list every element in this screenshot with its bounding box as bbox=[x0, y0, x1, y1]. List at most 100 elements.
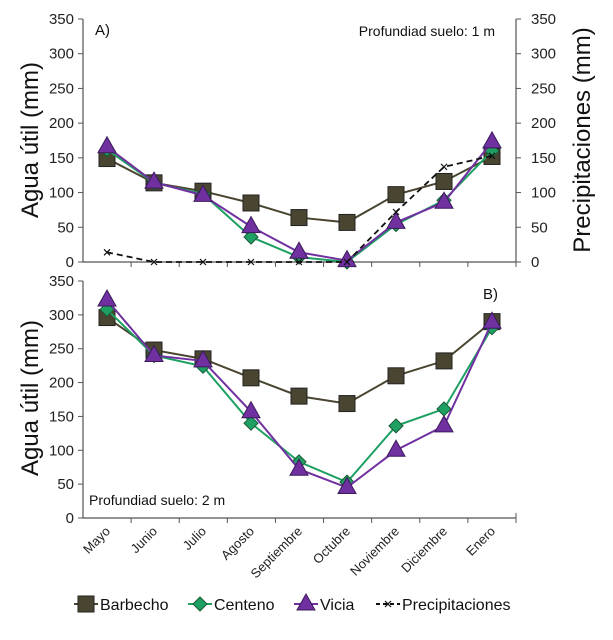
legend-label: Centeno bbox=[214, 597, 275, 614]
panel-b-label: B) bbox=[483, 286, 498, 303]
y2-tick-label: 350 bbox=[531, 11, 556, 28]
data-point bbox=[97, 135, 117, 154]
series-vicia bbox=[97, 130, 502, 268]
legend: Barbecho Centeno Vicia Precipitaciones bbox=[74, 592, 511, 614]
legend-label: Vicia bbox=[320, 597, 354, 614]
data-point bbox=[243, 415, 259, 431]
y-tick-label: 100 bbox=[49, 442, 74, 459]
x-tick-label: Mayo bbox=[80, 524, 113, 557]
y-tick-label: 250 bbox=[49, 80, 74, 97]
data-point bbox=[343, 258, 351, 266]
data-point bbox=[242, 194, 260, 212]
y-tick-label: 0 bbox=[66, 254, 74, 271]
y-tick-label: 150 bbox=[49, 408, 74, 425]
data-point bbox=[387, 186, 405, 204]
panel-a: A) Profundiad suelo: 1 m Agua útil (mm) … bbox=[17, 11, 596, 271]
legend-marker bbox=[296, 592, 316, 611]
data-point bbox=[290, 209, 308, 227]
series-vicia bbox=[97, 288, 502, 495]
data-point bbox=[199, 258, 207, 266]
data-point bbox=[242, 369, 260, 387]
data-point bbox=[97, 288, 117, 307]
y-tick-label: 350 bbox=[49, 11, 74, 28]
y2-tick-label: 0 bbox=[531, 254, 539, 271]
data-point bbox=[440, 163, 448, 171]
data-point bbox=[435, 352, 453, 370]
y-tick-label: 50 bbox=[57, 476, 74, 493]
data-point bbox=[387, 367, 405, 385]
y-tick-label: 250 bbox=[49, 341, 74, 358]
data-point bbox=[434, 191, 454, 209]
y-tick-label: 200 bbox=[49, 115, 74, 132]
panel-a-label: A) bbox=[95, 22, 110, 39]
x-tick-label: Junio bbox=[128, 524, 161, 557]
legend-label: Precipitaciones bbox=[402, 597, 511, 614]
legend-item-barbecho: Barbecho bbox=[74, 595, 169, 614]
data-point bbox=[295, 258, 303, 266]
y2-tick-label: 150 bbox=[531, 150, 556, 167]
data-point bbox=[386, 439, 406, 457]
y-tick-label: 200 bbox=[49, 375, 74, 392]
data-point bbox=[482, 311, 502, 329]
legend-item-vicia: Vicia bbox=[294, 592, 354, 614]
series-precipitaciones bbox=[103, 152, 496, 266]
x-tick-label: Agosto bbox=[218, 524, 257, 563]
y-tick-label: 150 bbox=[49, 150, 74, 167]
legend-marker bbox=[384, 600, 392, 608]
y-tick-label: 100 bbox=[49, 185, 74, 202]
data-point bbox=[289, 458, 309, 476]
y2-tick-label: 200 bbox=[531, 115, 556, 132]
panel-a-y2-axis-title: Precipitaciones (mm) bbox=[569, 27, 596, 252]
data-point bbox=[388, 418, 404, 434]
panel-b: B) Profundiad suelo: 2 m Agua útil (mm) … bbox=[17, 273, 517, 527]
y2-tick-label: 50 bbox=[531, 219, 548, 236]
y2-tick-label: 300 bbox=[531, 46, 556, 63]
legend-marker bbox=[192, 596, 208, 612]
x-tick-label: Julio bbox=[180, 524, 210, 554]
panel-b-annotation: Profundiad suelo: 2 m bbox=[89, 492, 225, 508]
x-tick-label: Noviembre bbox=[347, 524, 402, 579]
y-tick-label: 300 bbox=[49, 46, 74, 63]
data-point bbox=[144, 171, 164, 189]
data-point bbox=[337, 476, 357, 495]
data-point bbox=[434, 414, 454, 433]
y-tick-label: 300 bbox=[49, 307, 74, 324]
series-barbecho bbox=[98, 147, 501, 231]
data-point bbox=[241, 215, 261, 234]
data-point bbox=[243, 229, 259, 245]
data-point bbox=[150, 258, 158, 266]
x-tick-label: Enero bbox=[463, 524, 498, 559]
y2-tick-label: 250 bbox=[531, 80, 556, 97]
y-tick-label: 0 bbox=[66, 510, 74, 527]
data-point bbox=[144, 344, 164, 362]
legend-marker bbox=[77, 595, 95, 613]
data-point bbox=[103, 248, 111, 256]
data-point bbox=[338, 395, 356, 413]
data-point bbox=[435, 172, 453, 190]
data-point bbox=[289, 241, 309, 259]
data-point bbox=[193, 184, 213, 202]
legend-label: Barbecho bbox=[100, 597, 169, 614]
data-point bbox=[392, 208, 400, 216]
data-point bbox=[482, 130, 502, 149]
panel-a-annotation: Profundiad suelo: 1 m bbox=[359, 23, 495, 39]
data-point bbox=[290, 387, 308, 405]
data-point bbox=[488, 152, 496, 160]
legend-item-centeno: Centeno bbox=[188, 596, 275, 614]
x-tick-label: Diciembre bbox=[398, 524, 450, 576]
data-point bbox=[247, 258, 255, 266]
data-point bbox=[241, 400, 261, 419]
data-point bbox=[386, 211, 406, 229]
data-point bbox=[338, 213, 356, 231]
y-tick-label: 350 bbox=[49, 273, 74, 290]
x-tick-label: Octubre bbox=[310, 524, 353, 567]
y2-tick-label: 100 bbox=[531, 185, 556, 202]
data-point bbox=[193, 349, 213, 368]
x-tick-label: Septiembre bbox=[248, 524, 306, 582]
panel-b-y-axis-title: Agua útil (mm) bbox=[17, 320, 44, 476]
y-tick-label: 50 bbox=[57, 219, 74, 236]
panel-a-y-axis-title: Agua útil (mm) bbox=[17, 62, 44, 218]
legend-item-precipitaciones: Precipitaciones bbox=[376, 597, 511, 614]
